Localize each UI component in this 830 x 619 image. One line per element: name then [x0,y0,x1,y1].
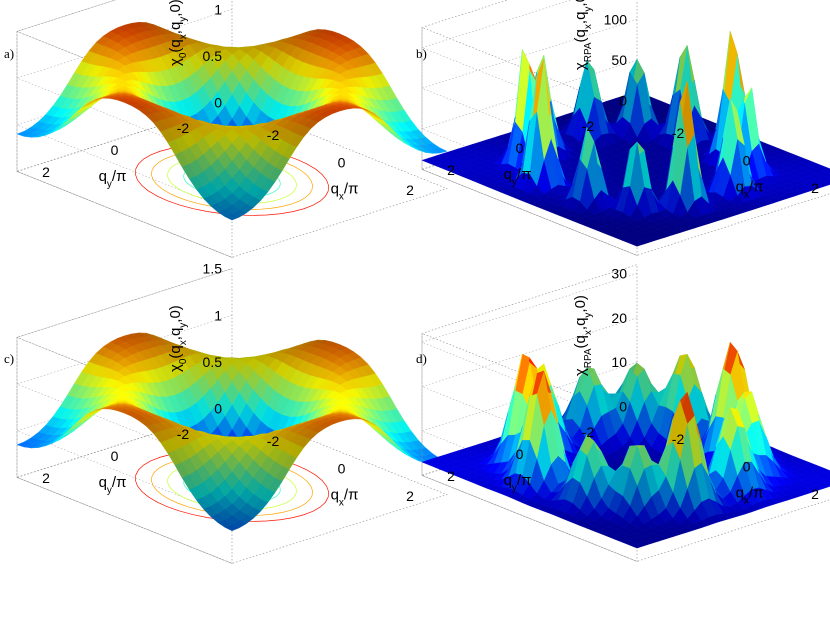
x-axis-label: qx/π [331,181,359,203]
y-tick-label: 0 [111,142,119,158]
surface [421,31,830,247]
y-tick-label: 2 [447,468,455,484]
z-tick-label: 0 [619,399,627,415]
y-tick-label: -2 [582,118,595,134]
panel-label: c) [4,351,14,366]
x-tick-label: 2 [406,182,414,198]
y-tick-label: 2 [447,162,455,178]
z-tick-label: 0.5 [203,354,223,370]
y-tick-label: -2 [177,426,190,442]
y-axis-label: qy/π [99,168,127,190]
z-tick-label: 1 [214,307,222,323]
y-axis-label: qy/π [99,474,127,496]
panel-c: 0 0.5 1 1.5 -2 0 2 -2 0 2 qx/π qy/π χ0(qx,qy,0) c) [4,261,448,564]
y-tick-label: 2 [42,470,50,486]
y-axis-label: qy/π [504,166,532,188]
panel-label: b) [416,46,427,61]
x-tick-label: 0 [743,459,751,475]
y-tick-label: 0 [111,448,119,464]
panel-label: a) [4,46,14,61]
surface [16,332,448,532]
z-tick-label: 0 [619,93,627,109]
z-tick-label: 100 [604,11,628,27]
x-tick-label: -2 [672,431,685,447]
panel-label: d) [416,351,427,366]
z-axis-label: χ0(qx,qy,0) [167,305,189,372]
z-tick-label: 0 [214,401,222,417]
x-tick-label: 0 [743,153,751,169]
z-tick-label: 0 [214,95,222,111]
x-tick-label: 2 [811,180,819,196]
z-axis-label: χRPA(qx,qy,0) [572,295,594,376]
x-tick-label: -2 [267,433,280,449]
z-tick-label: 50 [611,52,627,68]
z-tick-label: 20 [611,310,627,326]
z-tick-label: 0.5 [203,48,223,64]
y-tick-label: -2 [177,120,190,136]
x-axis-label: qx/π [331,487,359,509]
x-axis-label: qx/π [736,485,764,507]
z-tick-label: 30 [611,265,627,281]
y-tick-label: 0 [516,446,524,462]
z-axis-label: χRPA(qx,qy,0) [572,0,594,70]
surface [16,21,448,221]
y-tick-label: -2 [582,424,595,440]
z-axis-label: χ0(qx,qy,0) [167,0,189,66]
x-tick-label: 0 [338,155,346,171]
x-tick-label: 2 [811,486,819,502]
x-tick-label: -2 [672,125,685,141]
z-tick-label: 1.5 [203,261,223,277]
surface [421,341,830,549]
y-axis-label: qy/π [504,472,532,494]
z-tick-label: 10 [611,354,627,370]
y-tick-label: 2 [42,164,50,180]
x-tick-label: -2 [267,127,280,143]
x-tick-label: 2 [406,488,414,504]
x-axis-label: qx/π [736,179,764,201]
panel-d: 0 10 20 30 -2 0 2 -2 0 2 qx/π qy/π χRPA(qx,qy,0) d) [416,264,830,562]
z-tick-label: 1 [214,1,222,17]
x-tick-label: 0 [338,461,346,477]
y-tick-label: 0 [516,140,524,156]
